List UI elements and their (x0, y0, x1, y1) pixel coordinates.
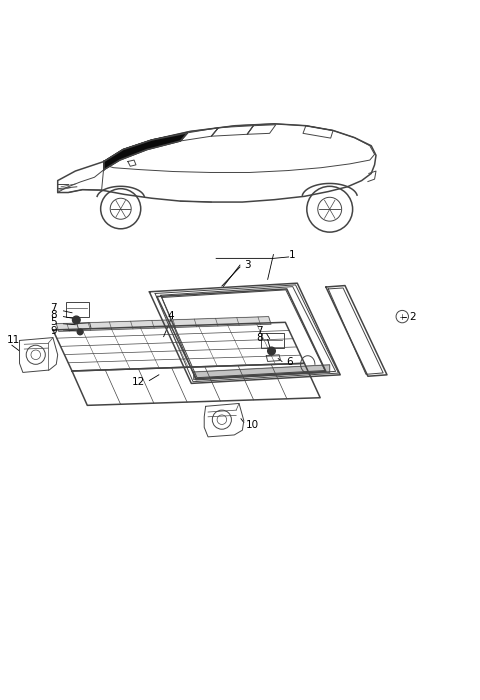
Text: 7: 7 (50, 303, 57, 313)
Text: 3: 3 (244, 260, 251, 270)
Text: 11: 11 (7, 335, 20, 344)
Text: 8: 8 (50, 309, 57, 320)
Text: 5: 5 (50, 317, 57, 328)
Text: 9: 9 (50, 326, 57, 336)
Text: 4: 4 (168, 311, 174, 321)
Text: 1: 1 (288, 250, 295, 260)
Polygon shape (56, 316, 271, 331)
Polygon shape (104, 133, 188, 169)
FancyBboxPatch shape (66, 302, 89, 317)
FancyBboxPatch shape (261, 332, 284, 348)
Circle shape (72, 316, 80, 324)
Text: 7: 7 (256, 326, 263, 336)
Circle shape (268, 347, 276, 355)
Text: 10: 10 (246, 421, 259, 430)
Polygon shape (194, 365, 330, 379)
Text: 6: 6 (286, 358, 292, 368)
Text: 8: 8 (256, 332, 263, 342)
Text: 2: 2 (409, 312, 416, 321)
Circle shape (77, 329, 83, 335)
Text: 12: 12 (132, 377, 145, 388)
